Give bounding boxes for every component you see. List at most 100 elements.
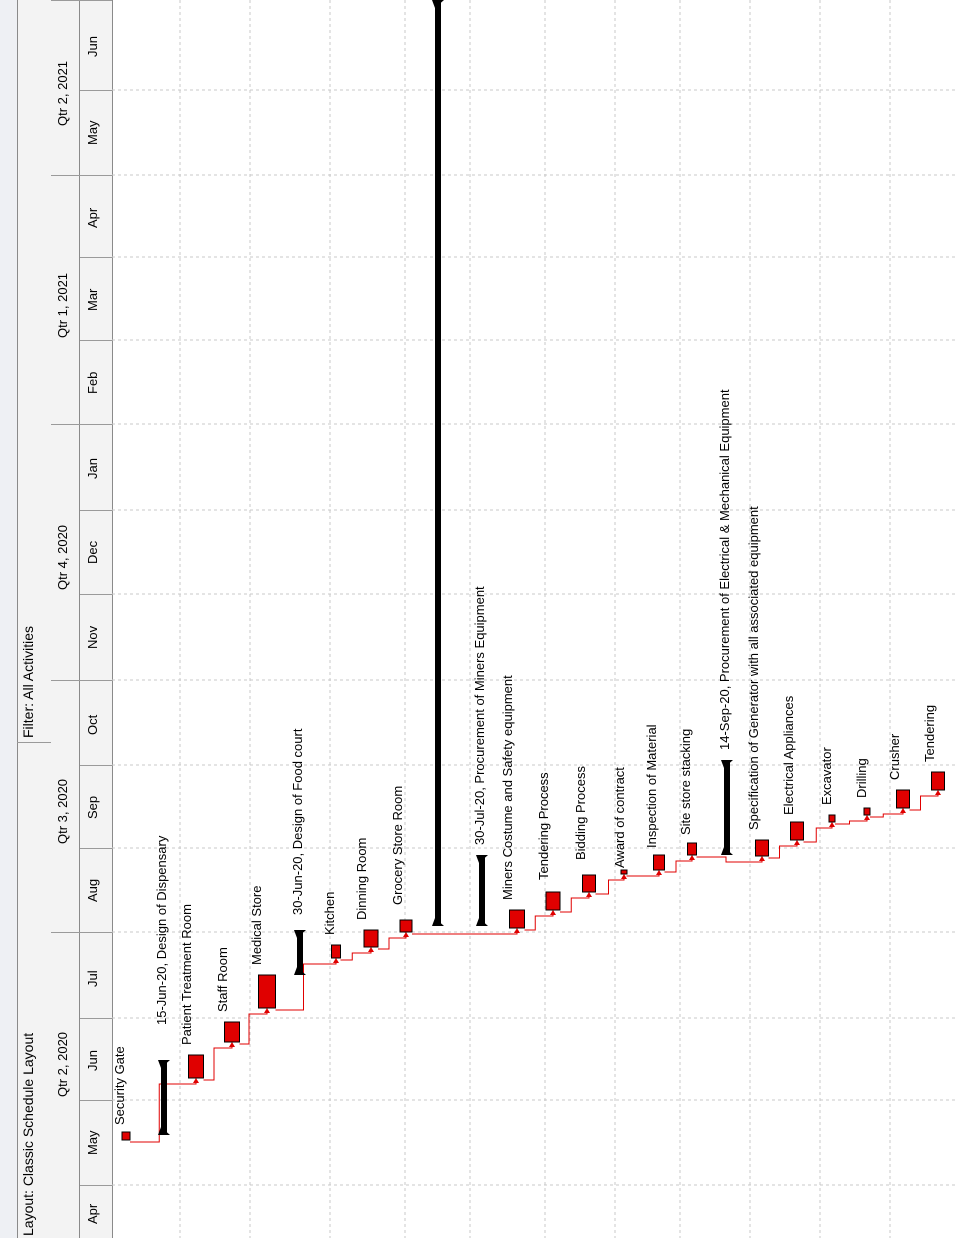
- relationship-line: [239, 1008, 268, 1045]
- activity-bar[interactable]: [121, 1131, 131, 1141]
- activity-label-1: 15-Jun-20, Design of Dispensary: [154, 835, 169, 1025]
- relationship-line: [524, 910, 554, 931]
- relationship-arrow: [333, 958, 339, 963]
- activity-label-21: Drilling: [854, 758, 869, 798]
- summary-bar[interactable]: [479, 855, 485, 926]
- relationship-line: [870, 808, 904, 818]
- activity-bar[interactable]: [582, 874, 596, 893]
- relationship-line: [560, 892, 590, 913]
- summary-end-cap: [158, 1060, 170, 1068]
- month-separator: [80, 340, 112, 341]
- activity-bar[interactable]: [188, 1054, 204, 1079]
- quarter-separator: [51, 0, 80, 1]
- activity-bar[interactable]: [931, 771, 945, 791]
- month-separator: [80, 680, 112, 681]
- month-label-11: Mar: [85, 288, 100, 311]
- month-label-13: May: [85, 119, 100, 145]
- summary-end-cap: [432, 0, 444, 8]
- activity-label-10: 30-Jul-20, Procurement of Miners Equipme…: [472, 586, 487, 845]
- relationship-arrow: [656, 870, 662, 875]
- quarter-header-band: [51, 0, 80, 1238]
- summary-end-cap: [294, 930, 306, 938]
- activity-label-12: Tendering Process: [536, 772, 551, 880]
- month-label-9: Jan: [85, 458, 100, 479]
- month-label-0: Apr: [85, 1203, 100, 1224]
- quarter-label-0: Qtr 2, 2020: [55, 1031, 70, 1097]
- activity-label-6: Kitchen: [321, 891, 337, 935]
- activity-label-22: Crusher: [886, 733, 902, 780]
- activity-bar[interactable]: [363, 929, 379, 948]
- month-label-4: Aug: [85, 878, 100, 902]
- month-label-14: Jun: [85, 36, 100, 57]
- relationship-arrow: [229, 1042, 235, 1047]
- activity-label-13: Bidding Process: [572, 766, 588, 860]
- activity-bar[interactable]: [828, 814, 836, 823]
- activity-label-14: Award of contract: [611, 767, 627, 868]
- month-separator: [80, 257, 112, 258]
- month-label-2: Jun: [85, 1050, 100, 1071]
- relationship-line: [664, 855, 693, 873]
- month-label-8: Dec: [85, 540, 100, 564]
- summary-start-cap: [476, 918, 488, 926]
- summary-end-cap: [476, 855, 488, 863]
- summary-bar[interactable]: [724, 760, 730, 855]
- activity-bar[interactable]: [545, 891, 561, 911]
- month-separator: [80, 0, 112, 1]
- relationship-line: [909, 790, 939, 811]
- quarter-separator: [51, 932, 80, 933]
- relationship-arrow: [403, 932, 409, 937]
- relationship-arrow: [514, 928, 520, 933]
- month-separator: [80, 175, 112, 176]
- activity-label-16: Site store stacking: [677, 728, 693, 835]
- activity-label-5: 30-Jun-20, Design of Food court: [290, 728, 305, 915]
- activity-bar[interactable]: [331, 944, 341, 959]
- activity-bar[interactable]: [258, 974, 276, 1009]
- toolbar-separator: [17, 742, 51, 743]
- relationship-arrow: [864, 815, 870, 820]
- summary-bar[interactable]: [435, 0, 441, 926]
- month-separator: [80, 90, 112, 91]
- activity-bar[interactable]: [653, 854, 665, 871]
- month-header-band: [80, 0, 113, 1238]
- activity-label-20: Excavator: [819, 747, 834, 805]
- activity-bar[interactable]: [224, 1021, 240, 1043]
- quarter-separator: [51, 680, 80, 681]
- month-label-12: Apr: [85, 207, 100, 228]
- month-label-6: Oct: [85, 714, 100, 735]
- activity-bar[interactable]: [755, 839, 769, 857]
- relationship-arrow: [759, 856, 765, 861]
- activity-bar[interactable]: [863, 807, 871, 816]
- activity-label-0: Security Gate: [112, 1046, 127, 1125]
- relationship-arrow: [264, 1008, 270, 1013]
- relationship-arrow: [935, 790, 941, 795]
- summary-bar[interactable]: [297, 930, 303, 975]
- quarter-label-3: Qtr 1, 2021: [55, 272, 70, 338]
- milestone-bar[interactable]: [620, 869, 628, 875]
- summary-start-cap: [158, 1127, 170, 1135]
- activity-label-7: Dinning Room: [354, 837, 369, 920]
- relationship-line: [203, 1042, 233, 1081]
- relationship-arrow: [586, 892, 592, 897]
- relationship-arrow: [689, 855, 695, 860]
- activity-label-8: Grocery Store Room: [390, 785, 405, 905]
- relationship-line: [768, 840, 798, 859]
- quarter-separator: [51, 424, 80, 425]
- summary-end-cap: [721, 760, 733, 768]
- month-separator: [80, 765, 112, 766]
- activity-bar[interactable]: [509, 909, 525, 929]
- month-separator: [80, 848, 112, 849]
- month-label-10: Feb: [85, 371, 100, 394]
- activity-bar[interactable]: [896, 789, 910, 809]
- activity-label-4: Medical Store: [248, 885, 264, 965]
- relationship-line: [340, 947, 372, 961]
- activity-bar[interactable]: [790, 821, 804, 841]
- summary-bar[interactable]: [161, 1060, 167, 1135]
- relationship-line: [696, 856, 763, 863]
- quarter-label-2: Qtr 4, 2020: [55, 524, 70, 590]
- activity-bar[interactable]: [687, 842, 697, 856]
- activity-bar[interactable]: [399, 919, 413, 933]
- month-separator: [80, 510, 112, 511]
- relationship-arrow: [794, 840, 800, 845]
- activity-label-17: 14-Sep-20, Procurement of Electrical & M…: [717, 389, 732, 750]
- activity-label-2: Patient Treatment Room: [178, 904, 194, 1045]
